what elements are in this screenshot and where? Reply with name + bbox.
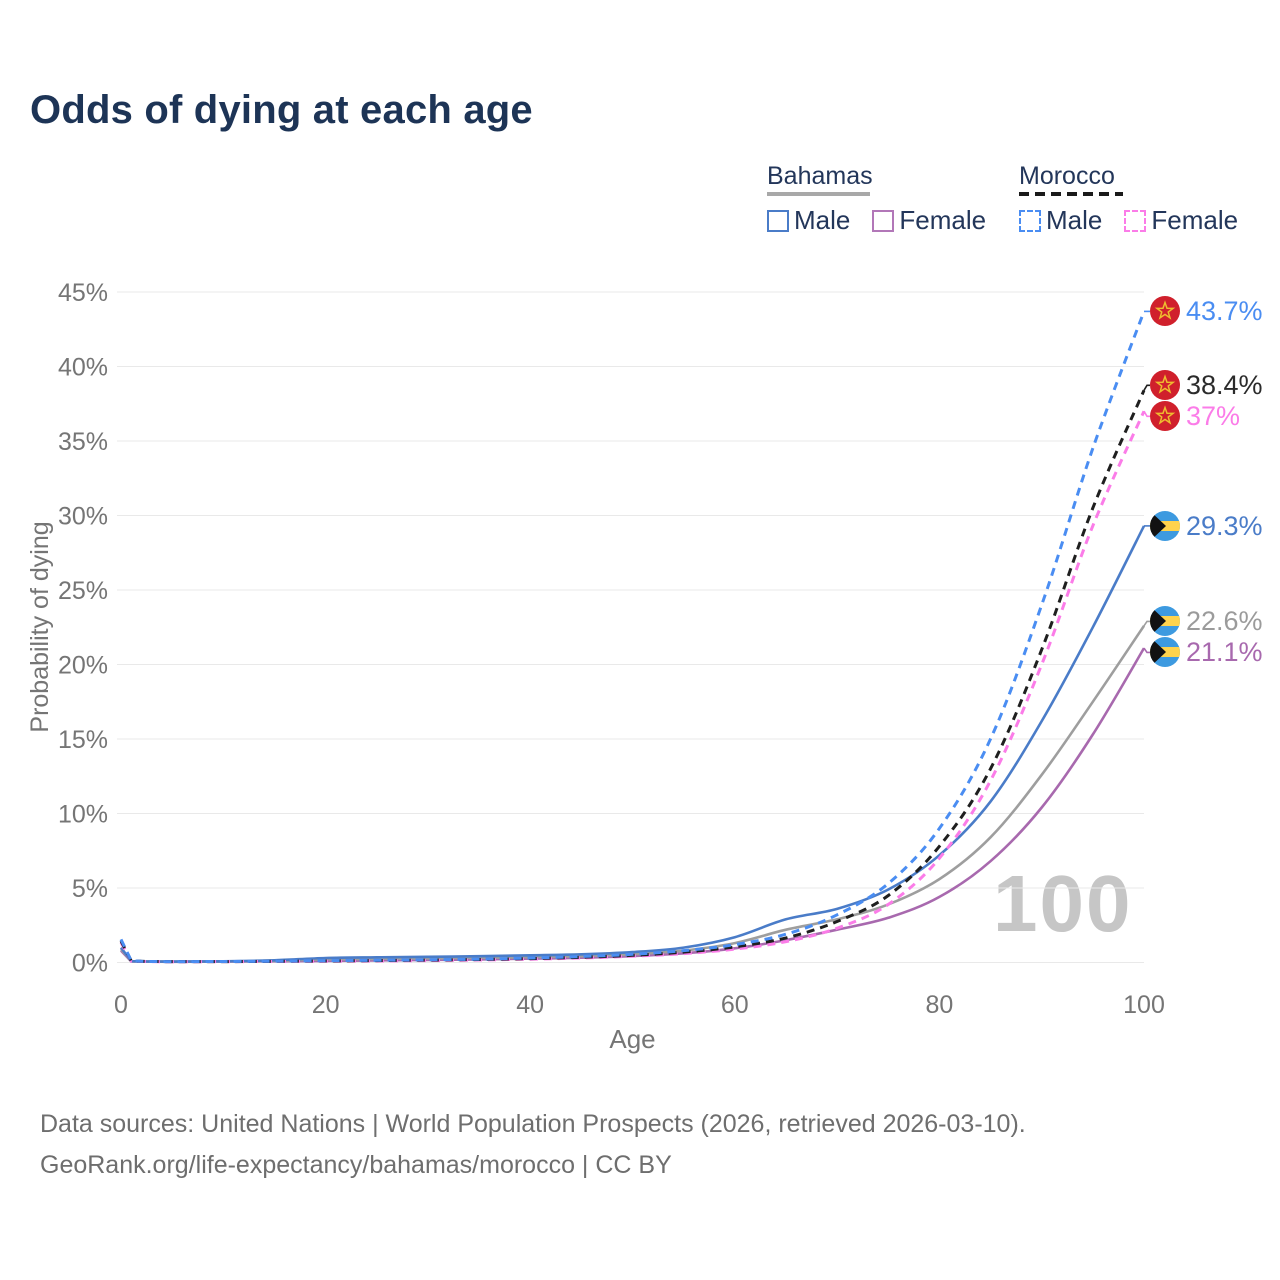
x-tick-label-100: 100: [1123, 991, 1165, 1019]
series-line-bahamas: [120, 625, 1146, 963]
y-tick-label-45: 45%: [58, 279, 108, 307]
page-title: Odds of dying at each age: [30, 88, 533, 132]
legend-solid-line-key: [767, 192, 870, 196]
attribution-text: GeoRank.org/life-expectancy/bahamas/moro…: [40, 1151, 672, 1179]
morocco-flag-icon: [1150, 370, 1180, 400]
legend-swatch-bahamas-male: [767, 209, 789, 232]
morocco-flag-icon: [1150, 401, 1180, 431]
legend-header-morocco: Morocco: [1019, 162, 1115, 190]
end-connector-bahamas-female: [1143, 647, 1150, 654]
end-value: 29.3%: [1186, 511, 1263, 541]
series-line-bahamas-male: [119, 525, 1146, 963]
legend-swatch-morocco-male: [1019, 209, 1041, 232]
end-value: 22.6%: [1186, 606, 1263, 636]
x-tick-label-20: 20: [312, 991, 340, 1019]
series-line-bahamas-female: [120, 647, 1146, 964]
end-label-bahamas-male: 29.3%: [1150, 511, 1263, 541]
legend-swatch-bahamas-female: [872, 209, 895, 232]
x-tick-label-80: 80: [925, 991, 953, 1019]
end-label-morocco-male: 43.7%: [1150, 296, 1263, 326]
y-tick-label-30: 30%: [58, 503, 108, 531]
legend-label-morocco-female: Female: [1151, 205, 1239, 235]
end-value: 37%: [1186, 401, 1241, 431]
end-value: 21.1%: [1186, 637, 1263, 667]
series-line-morocco: [119, 389, 1146, 964]
age-watermark: 100: [993, 859, 1133, 948]
legend-row-morocco: Male Female: [1019, 205, 1260, 236]
legend-header-bahamas: Bahamas: [767, 162, 873, 190]
y-tick-label-10: 10%: [58, 801, 108, 829]
y-axis-title: Probability of dying: [26, 521, 54, 732]
x-tick-label-40: 40: [516, 991, 544, 1019]
legend: Bahamas Male Female Morocco Male Female: [0, 163, 1280, 243]
y-tick-label-0: 0%: [72, 950, 108, 978]
x-axis-title: Age: [609, 1024, 655, 1054]
y-tick-label-35: 35%: [58, 428, 108, 456]
legend-label-morocco-male: Male: [1046, 205, 1103, 235]
end-label-morocco-female: 37%: [1150, 401, 1240, 431]
footer: Data sources: United Nations | World Pop…: [40, 1104, 1026, 1186]
y-tick-label-40: 40%: [58, 354, 108, 382]
legend-label-bahamas-male: Male: [794, 205, 851, 235]
legend-group-morocco: Morocco Male Female: [1019, 163, 1260, 236]
x-tick-label-0: 0: [114, 991, 128, 1019]
y-tick-label-20: 20%: [58, 652, 108, 680]
legend-swatch-morocco-female: [1124, 209, 1147, 232]
series-line-morocco-female: [119, 410, 1146, 964]
y-tick-label-5: 5%: [72, 875, 108, 903]
bahamas-flag-icon: [1150, 606, 1180, 636]
end-label-bahamas-female: 21.1%: [1150, 637, 1263, 667]
y-tick-label-15: 15%: [58, 726, 108, 754]
y-tick-label-25: 25%: [58, 577, 108, 605]
end-label-morocco: 38.4%: [1150, 370, 1263, 400]
x-tick-label-60: 60: [721, 991, 749, 1019]
legend-row-bahamas: Male Female: [767, 205, 1008, 236]
end-connector-morocco: [1143, 384, 1150, 391]
end-label-bahamas: 22.6%: [1150, 606, 1263, 636]
bahamas-flag-icon: [1150, 637, 1180, 667]
legend-label-bahamas-female: Female: [899, 205, 987, 235]
end-value: 43.7%: [1186, 296, 1263, 326]
data-sources-text: Data sources: United Nations | World Pop…: [40, 1110, 1026, 1138]
legend-dashed-line-key: [1019, 192, 1123, 196]
end-value: 38.4%: [1186, 370, 1263, 400]
legend-group-bahamas: Bahamas Male Female: [767, 163, 1008, 236]
end-connector-bahamas: [1143, 620, 1150, 627]
morocco-flag-icon: [1150, 296, 1180, 326]
series-line-morocco-male: [119, 310, 1146, 964]
end-connector-morocco-female: [1143, 410, 1150, 418]
bahamas-flag-icon: [1150, 511, 1180, 541]
